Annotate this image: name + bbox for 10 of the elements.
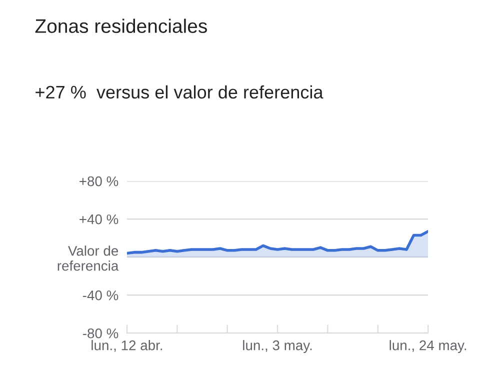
x-tick-label: lun., 3 may. xyxy=(243,340,312,354)
y-tick-label: -40 % xyxy=(82,290,118,300)
y-tick-label: Valor de referencia xyxy=(58,246,119,271)
x-tick-label: lun., 12 abr. xyxy=(92,340,162,352)
y-tick-label: -80 % xyxy=(82,328,118,338)
y-tick-label: +40 % xyxy=(80,214,118,224)
x-tick-label: lun., 24 may. xyxy=(390,340,466,354)
y-tick-label: +80 % xyxy=(80,176,118,186)
chart-subtitle: +27 % versus el valor de referencia xyxy=(36,85,324,99)
chart-title: Zonas residenciales xyxy=(35,18,207,33)
